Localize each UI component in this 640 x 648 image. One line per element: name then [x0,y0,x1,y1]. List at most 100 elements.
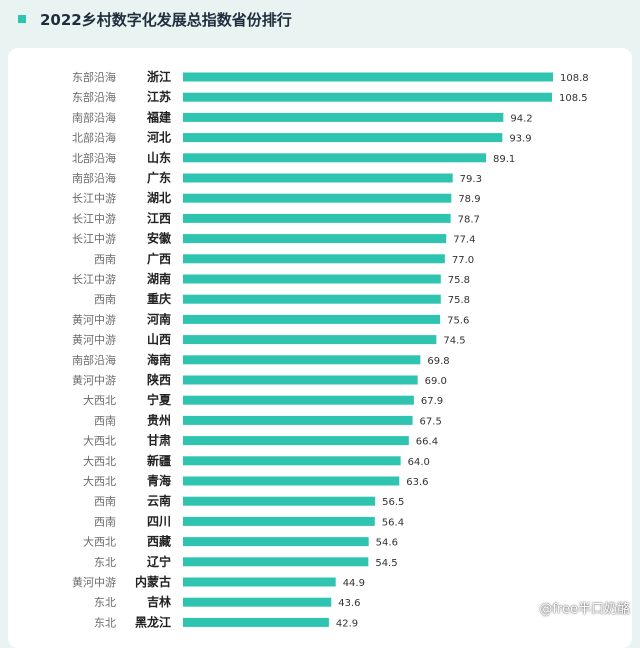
bar [183,395,414,405]
value-label: 67.9 [421,396,443,407]
value-label: 44.9 [343,578,365,589]
value-label: 78.7 [458,214,480,225]
region-label: 南部沿海 [72,171,116,185]
region-label: 西南 [94,495,116,508]
value-label: 75.8 [448,295,470,306]
bar [183,557,369,567]
province-label: 江苏 [147,89,171,104]
region-label: 黄河中游 [72,575,116,589]
bar [183,456,401,466]
bar [183,516,375,526]
value-label: 108.8 [560,73,589,84]
value-label: 64.0 [408,457,430,468]
province-label: 内蒙古 [135,574,171,589]
value-label: 75.6 [447,315,469,326]
province-label: 宁夏 [147,392,172,407]
watermark-text: @free半口奶酪 [539,602,630,617]
header: 2022乡村数字化发展总指数省份排行 [0,0,640,46]
region-label: 东北 [94,616,116,629]
value-label: 54.6 [376,538,398,549]
value-label: 89.1 [493,154,515,165]
bar [183,476,400,486]
bar [183,72,553,82]
region-label: 西南 [94,253,116,266]
region-label: 长江中游 [72,273,116,286]
province-label: 山东 [147,150,171,165]
region-label: 东北 [94,556,116,569]
province-label: 吉林 [147,594,171,609]
bar [183,496,376,506]
province-label: 湖北 [147,190,171,205]
bar [183,213,451,223]
region-label: 大西北 [83,393,116,407]
region-label: 东部沿海 [72,70,116,84]
province-label: 河南 [146,311,171,326]
title-marker-square [18,15,26,23]
region-label: 长江中游 [72,212,116,225]
province-label: 安徽 [147,231,172,246]
region-label: 大西北 [83,474,116,488]
value-label: 77.0 [452,255,474,266]
province-label: 辽宁 [147,554,171,569]
bar [183,173,453,183]
bar [183,335,437,345]
region-label: 大西北 [83,454,116,468]
value-label: 67.5 [420,416,442,427]
province-label: 西藏 [147,534,171,549]
bar [183,254,445,264]
value-label: 93.9 [509,134,531,145]
region-label: 大西北 [83,434,116,448]
region-label: 东北 [94,596,116,609]
bar [183,436,409,446]
value-label: 66.4 [416,437,438,448]
province-label: 四川 [147,514,171,528]
region-label: 东部沿海 [72,90,116,104]
region-label: 长江中游 [72,233,116,246]
bar [183,577,336,587]
bar [183,153,487,163]
province-label: 新疆 [147,453,171,468]
value-label: 77.4 [453,235,475,246]
bar [183,537,369,547]
bar [183,92,552,102]
region-label: 北部沿海 [72,151,116,165]
province-label: 甘肃 [147,433,171,448]
bar [183,597,332,607]
value-label: 54.5 [375,558,397,569]
bar [183,112,504,122]
value-label: 94.2 [510,113,532,124]
province-label: 广东 [147,170,171,185]
province-label: 广西 [147,251,171,266]
region-label: 黄河中游 [72,312,116,326]
province-label: 贵州 [147,412,171,427]
page-title: 2022乡村数字化发展总指数省份排行 [40,11,292,29]
value-label: 42.9 [336,618,358,629]
value-label: 74.5 [443,336,465,347]
value-label: 56.5 [382,497,404,508]
chart-card: 东部沿海 浙江 108.8 东部沿海 江苏 108.5 南部沿海 福建 94.2 北部沿海 河北 93… [8,48,632,648]
bar [183,355,421,365]
province-label: 黑龙江 [135,614,171,629]
province-label: 山西 [147,332,171,347]
province-label: 福建 [146,109,172,124]
bar [183,234,447,244]
bar [183,617,329,627]
region-label: 南部沿海 [72,353,116,367]
value-label: 63.6 [406,477,428,488]
value-label: 79.3 [460,174,482,185]
value-label: 75.8 [448,275,470,286]
value-label: 43.6 [338,598,360,609]
province-label: 海南 [147,352,171,367]
bar [183,294,441,304]
region-label: 南部沿海 [72,110,116,124]
bar [183,274,441,284]
bar [183,415,413,425]
value-label: 78.9 [458,194,480,205]
province-label: 浙江 [147,69,171,84]
province-label: 江西 [147,210,171,225]
bar [183,314,441,324]
region-label: 黄河中游 [72,333,116,347]
region-label: 西南 [94,515,116,528]
bar [183,133,503,143]
